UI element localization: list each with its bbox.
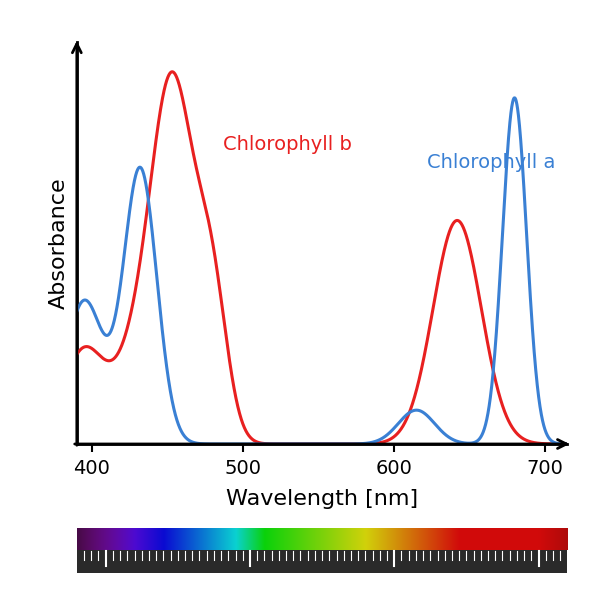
Text: Chlorophyll b: Chlorophyll b xyxy=(223,134,352,154)
Y-axis label: Absorbance: Absorbance xyxy=(48,177,69,309)
X-axis label: Wavelength [nm]: Wavelength [nm] xyxy=(226,490,418,509)
Text: 600: 600 xyxy=(380,577,409,593)
Bar xyxy=(77,551,567,573)
Text: 400: 400 xyxy=(91,577,120,593)
Text: Chlorophyll a: Chlorophyll a xyxy=(427,153,556,172)
Text: 700: 700 xyxy=(524,577,553,593)
Text: 500: 500 xyxy=(236,577,264,593)
